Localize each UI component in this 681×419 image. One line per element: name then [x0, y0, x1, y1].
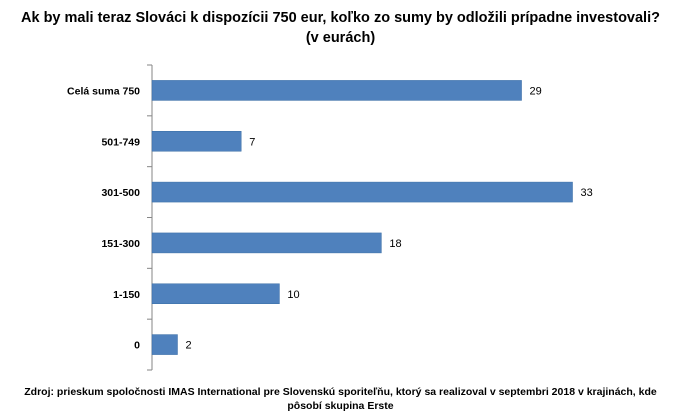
value-label: 7	[249, 136, 255, 148]
bar	[151, 131, 242, 152]
chart-bars	[151, 80, 573, 355]
category-label: 301-500	[101, 187, 140, 199]
bar	[151, 181, 573, 203]
category-label: 501-749	[101, 136, 140, 148]
value-label: 10	[287, 289, 299, 301]
category-label: 151-300	[101, 238, 140, 250]
bar	[151, 283, 280, 304]
category-label: 0	[134, 340, 140, 352]
source-footnote-line-2: pôsobí skupina Erste	[287, 400, 394, 412]
chart-title-line-1: Ak by mali teraz Slováci k dispozícii 75…	[21, 10, 660, 26]
chart-axis	[147, 64, 153, 371]
source-footnote-line-1: Zdroj: prieskum spoločnosti IMAS Interna…	[24, 386, 657, 398]
bar	[151, 80, 522, 101]
source-footnote: Zdroj: prieskum spoločnosti IMAS Interna…	[0, 385, 681, 413]
bar	[151, 334, 178, 355]
category-label: 1-150	[113, 289, 140, 301]
chart-title-line-2: (v eurách)	[305, 30, 376, 46]
value-label: 2	[185, 340, 191, 352]
value-label: 18	[389, 238, 401, 250]
category-label: Celá suma 750	[67, 85, 140, 97]
value-label: 33	[581, 187, 593, 199]
value-label: 29	[530, 85, 542, 97]
chart-labels: Celá suma 750 29 501-749 7 301-500 33 151-300 1…	[67, 85, 593, 351]
bar	[151, 232, 382, 254]
chart-title: Ak by mali teraz Slováci k dispozícii 75…	[0, 8, 681, 48]
